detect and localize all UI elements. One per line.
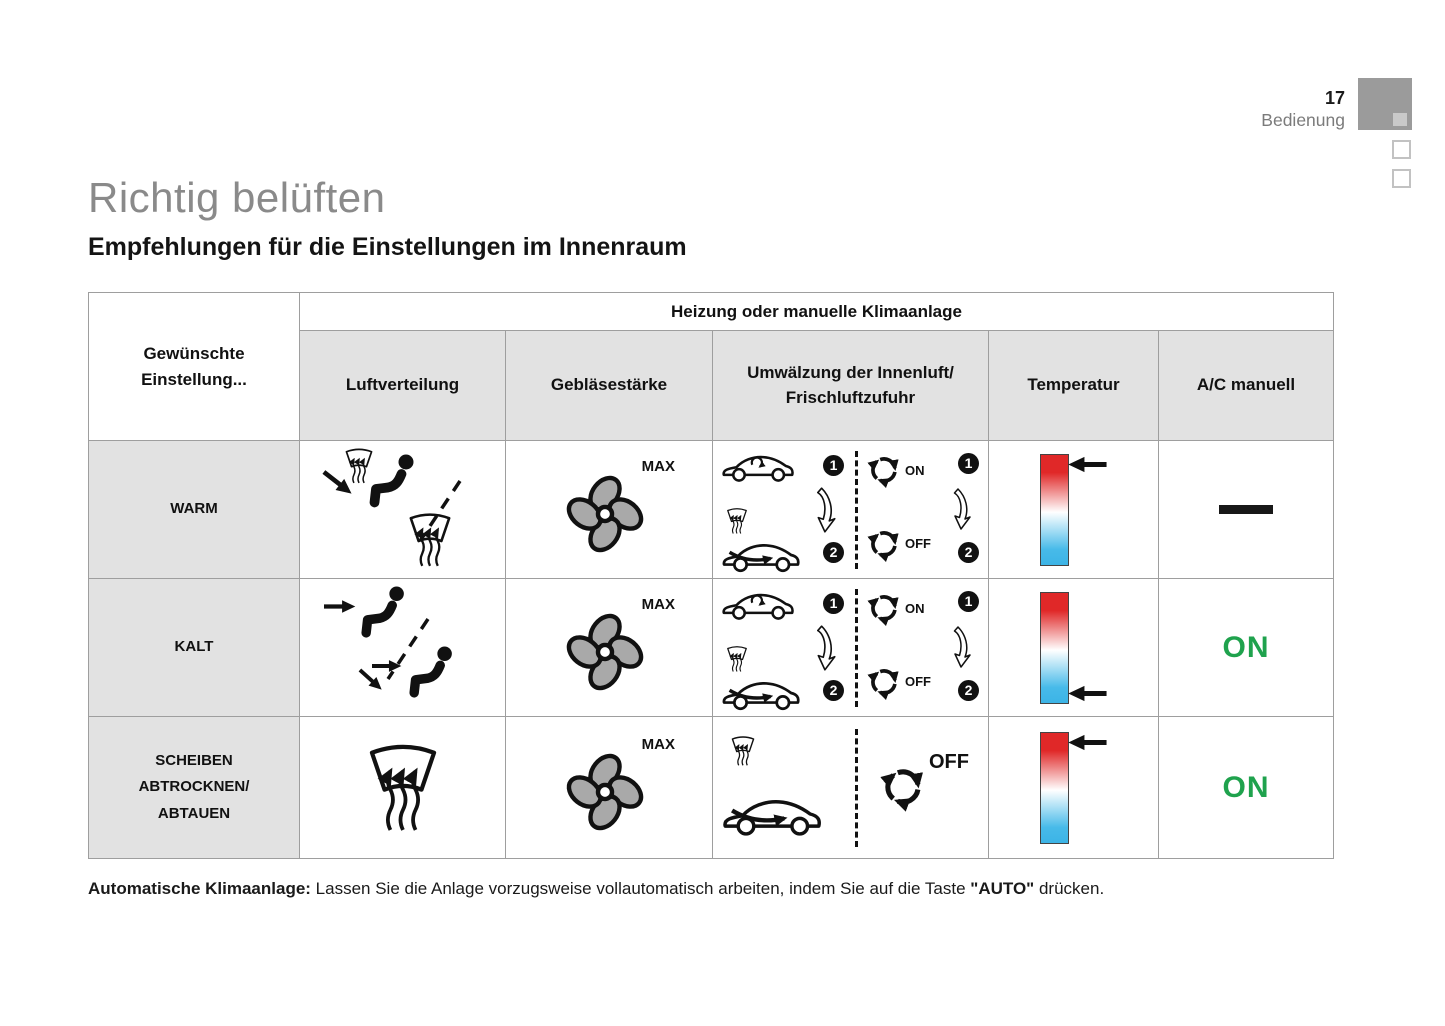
cell-scheiben-recirculation: OFF — [713, 717, 989, 859]
recirculation-arrows-icon — [865, 589, 903, 627]
option-1-badge: 1 — [958, 590, 979, 612]
temperature-gradient-bar-icon — [1039, 591, 1069, 704]
curved-arrow-icon — [814, 479, 838, 541]
fan-max-label: MAX — [641, 457, 675, 475]
option-2-badge: 2 — [823, 541, 844, 563]
row-label-kalt: KALT — [89, 579, 300, 717]
cell-scheiben-fan-speed: MAX — [506, 717, 713, 859]
car-fresh-air-icon — [720, 791, 824, 837]
section-tab-square — [1358, 78, 1412, 130]
car-fresh-air-icon — [720, 537, 802, 573]
section-outline-square-1 — [1392, 140, 1411, 159]
page-marker: 17 Bedienung — [1261, 88, 1345, 131]
cell-kalt-ac-manual: ON — [1159, 579, 1334, 717]
dashed-separator — [855, 450, 858, 569]
fan-max-label: MAX — [641, 595, 675, 613]
row-label-scheiben: SCHEIBEN ABTROCKNEN/ ABTAUEN — [89, 717, 300, 859]
cell-warm-fan-speed: MAX — [506, 441, 713, 579]
option-2-badge: 2 — [823, 679, 844, 701]
footer-auto-key: "AUTO" — [970, 879, 1035, 898]
curved-arrow-icon — [951, 479, 973, 539]
car-recirculated-air-icon — [720, 587, 796, 621]
cell-kalt-recirculation: 1 2 ON 1 OFF 2 — [713, 579, 989, 717]
column-header-fan-speed: Gebläsestärke — [506, 331, 713, 441]
option-1-badge: 1 — [958, 452, 979, 474]
footer-lead: Automatische Klimaanlage: — [88, 879, 311, 898]
cell-warm-ac-manual — [1159, 441, 1334, 579]
temperature-gradient-bar-icon — [1039, 453, 1069, 566]
page-number: 17 — [1324, 88, 1345, 108]
recirc-off-label: OFF — [905, 535, 931, 551]
fan-max-label: MAX — [641, 735, 675, 753]
dashed-separator — [855, 588, 858, 707]
recirc-off-label: OFF — [905, 673, 931, 689]
recirc-off-label: OFF — [929, 750, 969, 773]
curved-arrow-icon — [951, 617, 973, 677]
arrow-right-icon — [324, 599, 356, 614]
option-1-badge: 1 — [823, 454, 844, 476]
cell-kalt-air-distribution — [300, 579, 506, 717]
arrow-left-hot-icon — [1065, 456, 1109, 473]
section-tab-inner-square — [1393, 113, 1407, 126]
ac-on-label: ON — [1222, 770, 1270, 804]
recirculation-arrows-icon — [865, 451, 903, 489]
row-label-warm: WARM — [89, 441, 300, 579]
footer-tail: drücken. — [1034, 879, 1105, 898]
seated-person-icon — [364, 453, 424, 513]
option-1-badge: 1 — [823, 592, 844, 614]
option-2-badge: 2 — [958, 541, 979, 563]
dash-icon — [1219, 505, 1273, 514]
group-header: Heizung oder manuelle Klimaanlage — [300, 293, 1334, 331]
column-header-recirculation: Umwälzung der Innenluft/Frischluftzufuhr — [713, 331, 989, 441]
page-subtitle: Empfehlungen für die Einstellungen im In… — [88, 233, 687, 261]
dashed-separator — [855, 728, 858, 847]
footer-body: Lassen Sie die Anlage vorzugsweise volla… — [310, 879, 971, 898]
cell-warm-air-distribution — [300, 441, 506, 579]
arrow-left-hot-icon — [1065, 734, 1109, 751]
cell-warm-temperature — [989, 441, 1159, 579]
defrost-vent-small-icon — [724, 645, 750, 673]
defrost-vent-small-icon — [724, 507, 750, 535]
footer-note: Automatische Klimaanlage: Lassen Sie die… — [88, 879, 1358, 899]
defrost-vent-small-icon — [728, 735, 758, 767]
cell-kalt-temperature — [989, 579, 1159, 717]
section-name: Bedienung — [1261, 109, 1345, 130]
cell-scheiben-air-distribution — [300, 717, 506, 859]
option-2-badge: 2 — [958, 679, 979, 701]
windshield-defrost-icon — [360, 741, 446, 835]
recirculation-arrows-icon — [865, 525, 903, 563]
cell-warm-recirculation: 1 2 ON 1 OFF 2 — [713, 441, 989, 579]
arrow-left-cold-icon — [1065, 685, 1109, 702]
column-header-ac-manual: A/C manuell — [1159, 331, 1334, 441]
arrow-right-icon — [372, 659, 402, 673]
car-fresh-air-icon — [720, 675, 802, 711]
recirc-on-label: ON — [905, 462, 925, 478]
column-header-air-distribution: Luftverteilung — [300, 331, 506, 441]
ac-on-label: ON — [1222, 630, 1270, 664]
column-header-temperature: Temperatur — [989, 331, 1159, 441]
windshield-defrost-icon — [404, 511, 456, 569]
settings-table: Gewünschte Einstellung... Heizung oder m… — [88, 292, 1334, 859]
section-outline-square-2 — [1392, 169, 1411, 188]
temperature-gradient-bar-icon — [1039, 731, 1069, 844]
cell-scheiben-temperature — [989, 717, 1159, 859]
curved-arrow-icon — [814, 617, 838, 679]
seated-person-icon — [404, 645, 462, 703]
cell-scheiben-ac-manual: ON — [1159, 717, 1334, 859]
corner-header: Gewünschte Einstellung... — [89, 293, 300, 441]
fan-icon — [561, 608, 649, 696]
recirculation-arrows-icon — [865, 663, 903, 701]
cell-kalt-fan-speed: MAX — [506, 579, 713, 717]
recirc-on-label: ON — [905, 600, 925, 616]
fan-icon — [561, 748, 649, 836]
car-recirculated-air-icon — [720, 449, 796, 483]
page-title: Richtig belüften — [88, 174, 386, 221]
recirculation-arrows-icon — [877, 761, 929, 813]
fan-icon — [561, 470, 649, 558]
